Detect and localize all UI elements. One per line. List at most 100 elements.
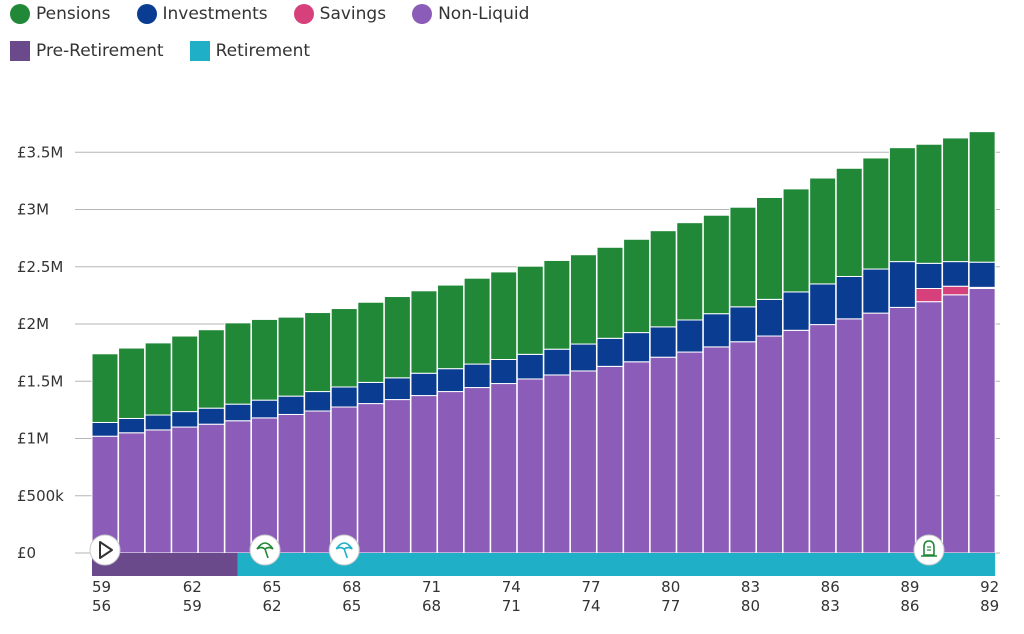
legend-item-pensions[interactable]: Pensions bbox=[10, 4, 111, 24]
bar-segment-pensions[interactable] bbox=[277, 316, 305, 397]
bar-segment-pensions[interactable] bbox=[756, 196, 783, 300]
bar-segment-non-liquid[interactable] bbox=[862, 312, 890, 554]
bar-segment-pensions[interactable] bbox=[596, 246, 624, 339]
bar-segment-pensions[interactable] bbox=[437, 284, 465, 370]
bar-segment-pensions[interactable] bbox=[569, 254, 597, 345]
bar-segment-pensions[interactable] bbox=[304, 312, 332, 393]
bar-segment-non-liquid[interactable] bbox=[463, 387, 491, 554]
bar-segment-pensions[interactable] bbox=[729, 206, 757, 308]
bar-segment-investments[interactable] bbox=[91, 421, 119, 437]
bar-segment-investments[interactable] bbox=[463, 363, 491, 389]
bar-segment-investments[interactable] bbox=[569, 343, 597, 372]
bar-segment-pensions[interactable] bbox=[702, 214, 730, 315]
bar-segment-investments[interactable] bbox=[490, 358, 518, 385]
bar-segment-non-liquid[interactable] bbox=[516, 378, 544, 554]
bar-segment-investments[interactable] bbox=[304, 391, 332, 412]
bar-segment-investments[interactable] bbox=[437, 368, 465, 393]
bar-segment-pensions[interactable] bbox=[118, 347, 146, 419]
bar-segment-non-liquid[interactable] bbox=[383, 399, 411, 554]
bar-segment-pensions[interactable] bbox=[144, 342, 172, 416]
bar-segment-non-liquid[interactable] bbox=[676, 351, 704, 554]
bar-segment-non-liquid[interactable] bbox=[490, 383, 518, 554]
bar-segment-investments[interactable] bbox=[968, 261, 996, 288]
bar-segment-non-liquid[interactable] bbox=[224, 420, 252, 554]
bar-segment-pensions[interactable] bbox=[330, 308, 358, 388]
bar-segment-pensions[interactable] bbox=[676, 222, 704, 321]
bar-segment-pensions[interactable] bbox=[197, 329, 225, 409]
bar-segment-non-liquid[interactable] bbox=[330, 406, 358, 554]
bar-segment-pensions[interactable] bbox=[516, 265, 544, 355]
legend-item-investments[interactable]: Investments bbox=[136, 4, 268, 24]
bar-segment-investments[interactable] bbox=[623, 332, 651, 363]
bar-segment-non-liquid[interactable] bbox=[250, 417, 278, 554]
bar-segment-pensions[interactable] bbox=[942, 137, 970, 263]
bar-segment-investments[interactable] bbox=[756, 298, 783, 337]
bar-segment-investments[interactable] bbox=[357, 381, 385, 405]
bar-segment-non-liquid[interactable] bbox=[942, 294, 970, 554]
bar-segment-investments[interactable] bbox=[543, 348, 571, 376]
bar-segment-non-liquid[interactable] bbox=[543, 374, 571, 554]
bar-segment-pensions[interactable] bbox=[968, 131, 996, 263]
legend-item-non-liquid[interactable]: Non-Liquid bbox=[412, 4, 529, 24]
bar-segment-non-liquid[interactable] bbox=[729, 341, 757, 554]
legend-item-pre-retirement[interactable]: Pre-Retirement bbox=[10, 41, 164, 61]
bar-segment-non-liquid[interactable] bbox=[702, 346, 730, 554]
bar-segment-non-liquid[interactable] bbox=[835, 318, 863, 554]
legend-item-retirement[interactable]: Retirement bbox=[189, 41, 310, 61]
bar-segment-investments[interactable] bbox=[729, 306, 757, 343]
bar-segment-non-liquid[interactable] bbox=[437, 391, 465, 554]
bar-segment-pensions[interactable] bbox=[171, 335, 199, 413]
bar-segment-pensions[interactable] bbox=[224, 322, 252, 405]
bar-segment-pensions[interactable] bbox=[463, 277, 491, 365]
bar-segment-pensions[interactable] bbox=[357, 301, 385, 383]
umbrella-icon[interactable] bbox=[249, 534, 281, 566]
bar-segment-investments[interactable] bbox=[171, 411, 199, 428]
bar-segment-investments[interactable] bbox=[277, 395, 305, 415]
umbrella-icon[interactable] bbox=[328, 534, 360, 566]
bar-segment-pensions[interactable] bbox=[888, 147, 916, 263]
bar-segment-non-liquid[interactable] bbox=[171, 426, 199, 554]
bar-segment-investments[interactable] bbox=[702, 313, 730, 348]
bar-segment-investments[interactable] bbox=[942, 261, 970, 287]
bar-segment-investments[interactable] bbox=[330, 386, 358, 408]
bar-segment-non-liquid[interactable] bbox=[649, 356, 677, 554]
bar-segment-investments[interactable] bbox=[888, 261, 916, 308]
bar-segment-pensions[interactable] bbox=[490, 271, 518, 360]
bar-segment-pensions[interactable] bbox=[623, 238, 651, 334]
bar-segment-savings[interactable] bbox=[915, 288, 943, 303]
bar-segment-investments[interactable] bbox=[915, 262, 943, 290]
bar-segment-investments[interactable] bbox=[809, 283, 837, 326]
bar-segment-non-liquid[interactable] bbox=[569, 370, 597, 554]
bar-segment-investments[interactable] bbox=[862, 268, 890, 314]
bar-segment-non-liquid[interactable] bbox=[91, 435, 119, 554]
bar-segment-pensions[interactable] bbox=[862, 157, 890, 270]
bar-segment-non-liquid[interactable] bbox=[197, 423, 225, 554]
bar-segment-non-liquid[interactable] bbox=[596, 365, 624, 554]
bar-segment-non-liquid[interactable] bbox=[968, 288, 996, 554]
gravestone-icon[interactable] bbox=[913, 534, 945, 566]
bar-segment-investments[interactable] bbox=[835, 275, 863, 320]
bar-segment-pensions[interactable] bbox=[91, 353, 119, 423]
bar-segment-non-liquid[interactable] bbox=[809, 324, 837, 554]
bar-segment-investments[interactable] bbox=[649, 326, 677, 358]
bar-segment-pensions[interactable] bbox=[383, 296, 411, 379]
bar-segment-pensions[interactable] bbox=[410, 290, 438, 374]
bar-segment-pensions[interactable] bbox=[649, 230, 677, 328]
bar-segment-savings[interactable] bbox=[942, 285, 970, 296]
bar-segment-investments[interactable] bbox=[596, 337, 624, 367]
bar-segment-investments[interactable] bbox=[410, 372, 438, 397]
bar-segment-investments[interactable] bbox=[118, 417, 146, 434]
bar-segment-non-liquid[interactable] bbox=[915, 301, 943, 554]
bar-segment-pensions[interactable] bbox=[915, 143, 943, 264]
bar-segment-non-liquid[interactable] bbox=[888, 306, 916, 554]
bar-segment-pensions[interactable] bbox=[250, 318, 278, 401]
bar-segment-non-liquid[interactable] bbox=[357, 403, 385, 554]
bar-segment-pensions[interactable] bbox=[809, 177, 837, 285]
bar-segment-pensions[interactable] bbox=[835, 167, 863, 277]
bar-segment-non-liquid[interactable] bbox=[118, 432, 146, 554]
bar-segment-investments[interactable] bbox=[250, 399, 278, 419]
bar-segment-investments[interactable] bbox=[383, 377, 411, 401]
bar-segment-non-liquid[interactable] bbox=[304, 410, 332, 554]
bar-segment-non-liquid[interactable] bbox=[623, 361, 651, 554]
bar-segment-investments[interactable] bbox=[782, 291, 810, 331]
